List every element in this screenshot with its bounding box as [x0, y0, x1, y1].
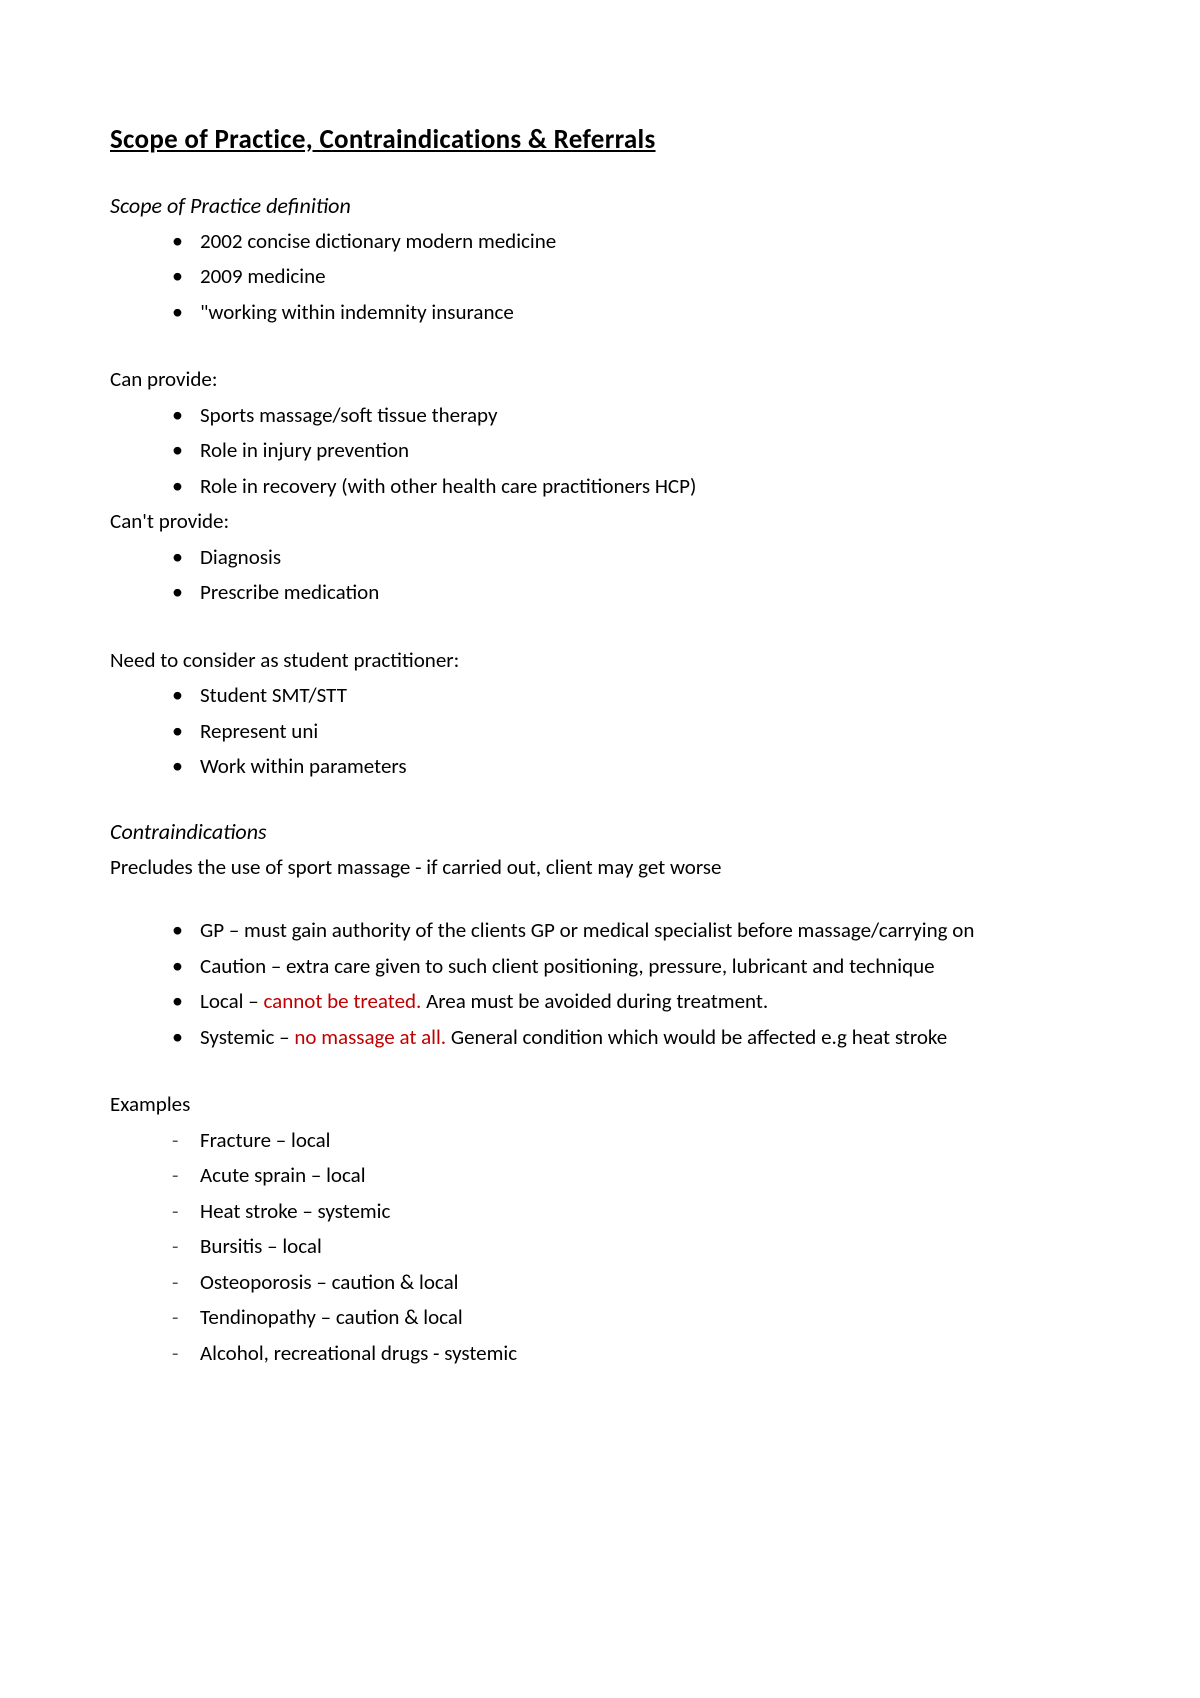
examples-list: Fracture – local Acute sprain – local He… — [110, 1125, 1090, 1370]
student-list: Student SMT/STT Represent uni Work withi… — [110, 680, 1090, 783]
definition-heading: Scope of Practice definition — [110, 189, 1090, 222]
cant-provide-list: Diagnosis Prescribe medication — [110, 542, 1090, 609]
list-item: Heat stroke – systemic — [172, 1196, 1090, 1228]
list-item: Represent uni — [172, 716, 1090, 748]
contraindications-intro: Precludes the use of sport massage - if … — [110, 852, 1090, 884]
student-heading: Need to consider as student practitioner… — [110, 645, 1090, 677]
page-title: Scope of Practice, Contraindications & R… — [110, 120, 1090, 161]
list-item: Diagnosis — [172, 542, 1090, 574]
contraindications-list: GP – must gain authority of the clients … — [110, 915, 1090, 1053]
list-item: Alcohol, recreational drugs - systemic — [172, 1338, 1090, 1370]
list-item: Acute sprain – local — [172, 1160, 1090, 1192]
can-provide-list: Sports massage/soft tissue therapy Role … — [110, 400, 1090, 503]
list-item: Bursitis – local — [172, 1231, 1090, 1263]
systemic-suffix: General condition which would be affecte… — [446, 1024, 947, 1050]
examples-heading: Examples — [110, 1089, 1090, 1121]
list-item: Student SMT/STT — [172, 680, 1090, 712]
list-item: Work within parameters — [172, 751, 1090, 783]
list-item-local: Local – cannot be treated. Area must be … — [172, 986, 1090, 1018]
list-item-systemic: Systemic – no massage at all. General co… — [172, 1022, 1090, 1054]
list-item: Caution – extra care given to such clien… — [172, 951, 1090, 983]
local-red-text: cannot be treated. — [263, 988, 421, 1014]
list-item: 2009 medicine — [172, 261, 1090, 293]
list-item: Role in injury prevention — [172, 435, 1090, 467]
list-item: Tendinopathy – caution & local — [172, 1302, 1090, 1334]
can-provide-heading: Can provide: — [110, 364, 1090, 396]
systemic-prefix: Systemic – — [200, 1024, 294, 1050]
cant-provide-heading: Can't provide: — [110, 506, 1090, 538]
list-item: "working within indemnity insurance — [172, 297, 1090, 329]
contraindications-heading: Contraindications — [110, 815, 1090, 848]
list-item: Osteoporosis – caution & local — [172, 1267, 1090, 1299]
local-prefix: Local – — [200, 988, 263, 1014]
definition-list: 2002 concise dictionary modern medicine … — [110, 226, 1090, 329]
list-item: Fracture – local — [172, 1125, 1090, 1157]
list-item: 2002 concise dictionary modern medicine — [172, 226, 1090, 258]
local-suffix: Area must be avoided during treatment. — [421, 988, 768, 1014]
list-item: Sports massage/soft tissue therapy — [172, 400, 1090, 432]
systemic-red-text: no massage at all. — [294, 1024, 446, 1050]
list-item: Prescribe medication — [172, 577, 1090, 609]
list-item: GP – must gain authority of the clients … — [172, 915, 1090, 947]
list-item: Role in recovery (with other health care… — [172, 471, 1090, 503]
